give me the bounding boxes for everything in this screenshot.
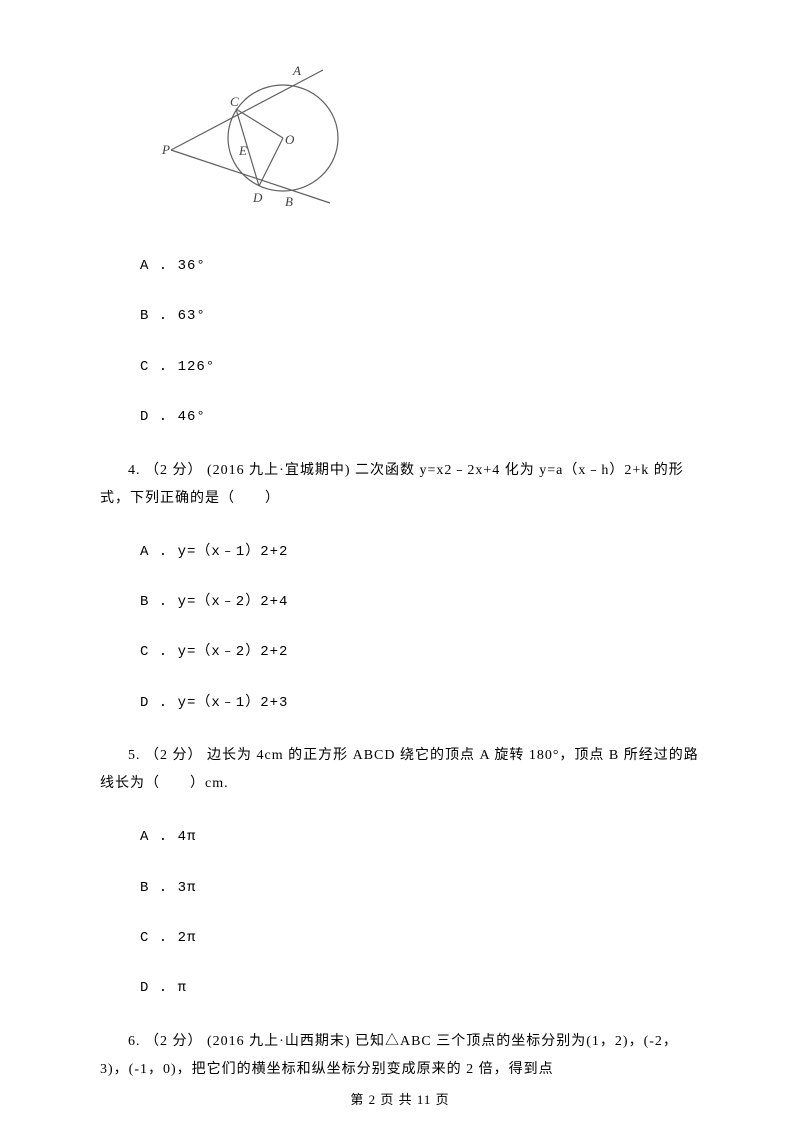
label-b: B [285, 194, 293, 209]
label-d: D [252, 190, 263, 205]
page-footer: 第 2 页 共 11 页 [0, 1089, 800, 1108]
q3-option-c: C . 126° [140, 356, 700, 378]
label-c: C [230, 94, 239, 109]
geometry-diagram: A C O P E D B [155, 60, 700, 225]
q3-option-a: A . 36° [140, 255, 700, 277]
q4-option-b: B . y=（x﹣2）2+4 [140, 591, 700, 613]
q3-option-b: B . 63° [140, 305, 700, 327]
q4-option-d: D . y=（x﹣1）2+3 [140, 692, 700, 714]
q6-text: 6. （2 分） (2016 九上·山西期末) 已知△ABC 三个顶点的坐标分别… [100, 1028, 700, 1084]
q3-option-d: D . 46° [140, 406, 700, 428]
q5-text: 5. （2 分） 边长为 4cm 的正方形 ABCD 绕它的顶点 A 旋转 18… [100, 742, 700, 798]
label-p: P [161, 142, 170, 157]
label-e: E [238, 143, 247, 158]
label-a: A [292, 63, 301, 78]
q5-option-b: B . 3π [140, 877, 700, 899]
q4-option-c: C . y=（x﹣2）2+2 [140, 641, 700, 663]
q4-option-a: A . y=（x﹣1）2+2 [140, 541, 700, 563]
q5-option-c: C . 2π [140, 927, 700, 949]
label-o: O [285, 132, 295, 147]
q5-option-d: D . π [140, 977, 700, 999]
q4-text: 4. （2 分） (2016 九上·宜城期中) 二次函数 y=x2﹣2x+4 化… [100, 457, 700, 513]
q5-option-a: A . 4π [140, 826, 700, 848]
